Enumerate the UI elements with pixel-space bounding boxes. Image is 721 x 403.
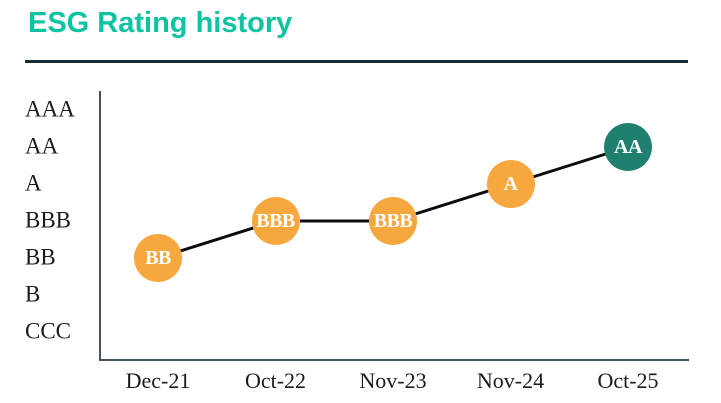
- rating-point-oct-22: BBB: [251, 197, 300, 245]
- x-axis-label-oct-25: Oct-25: [597, 368, 659, 393]
- x-axis-label-nov-24: Nov-24: [476, 368, 545, 393]
- y-axis-label-ccc: CCC: [25, 318, 72, 344]
- y-axis-label-b: B: [25, 281, 41, 307]
- rating-point-nov-24: A: [486, 160, 535, 208]
- y-axis-label-bb: BB: [25, 244, 56, 270]
- y-axis-label-aaa: AAA: [25, 96, 75, 122]
- y-axis-line: [99, 91, 101, 361]
- page-title: ESG Rating history: [28, 7, 293, 39]
- x-axis-label-nov-23: Nov-23: [359, 368, 427, 393]
- y-axis-label-aa: AA: [25, 133, 59, 159]
- rating-point-dec-21: BB: [134, 234, 182, 282]
- y-axis-label-bbb: BBB: [25, 207, 72, 233]
- rating-point-oct-25: AA: [604, 123, 652, 171]
- x-axis-line: [99, 359, 689, 361]
- title-divider: [25, 60, 688, 63]
- rating-point-nov-23: BBB: [369, 197, 417, 245]
- y-axis-label-a: A: [25, 170, 42, 196]
- x-axis-label-oct-22: Oct-22: [244, 368, 307, 393]
- x-axis-label-dec-21: Dec-21: [125, 368, 191, 393]
